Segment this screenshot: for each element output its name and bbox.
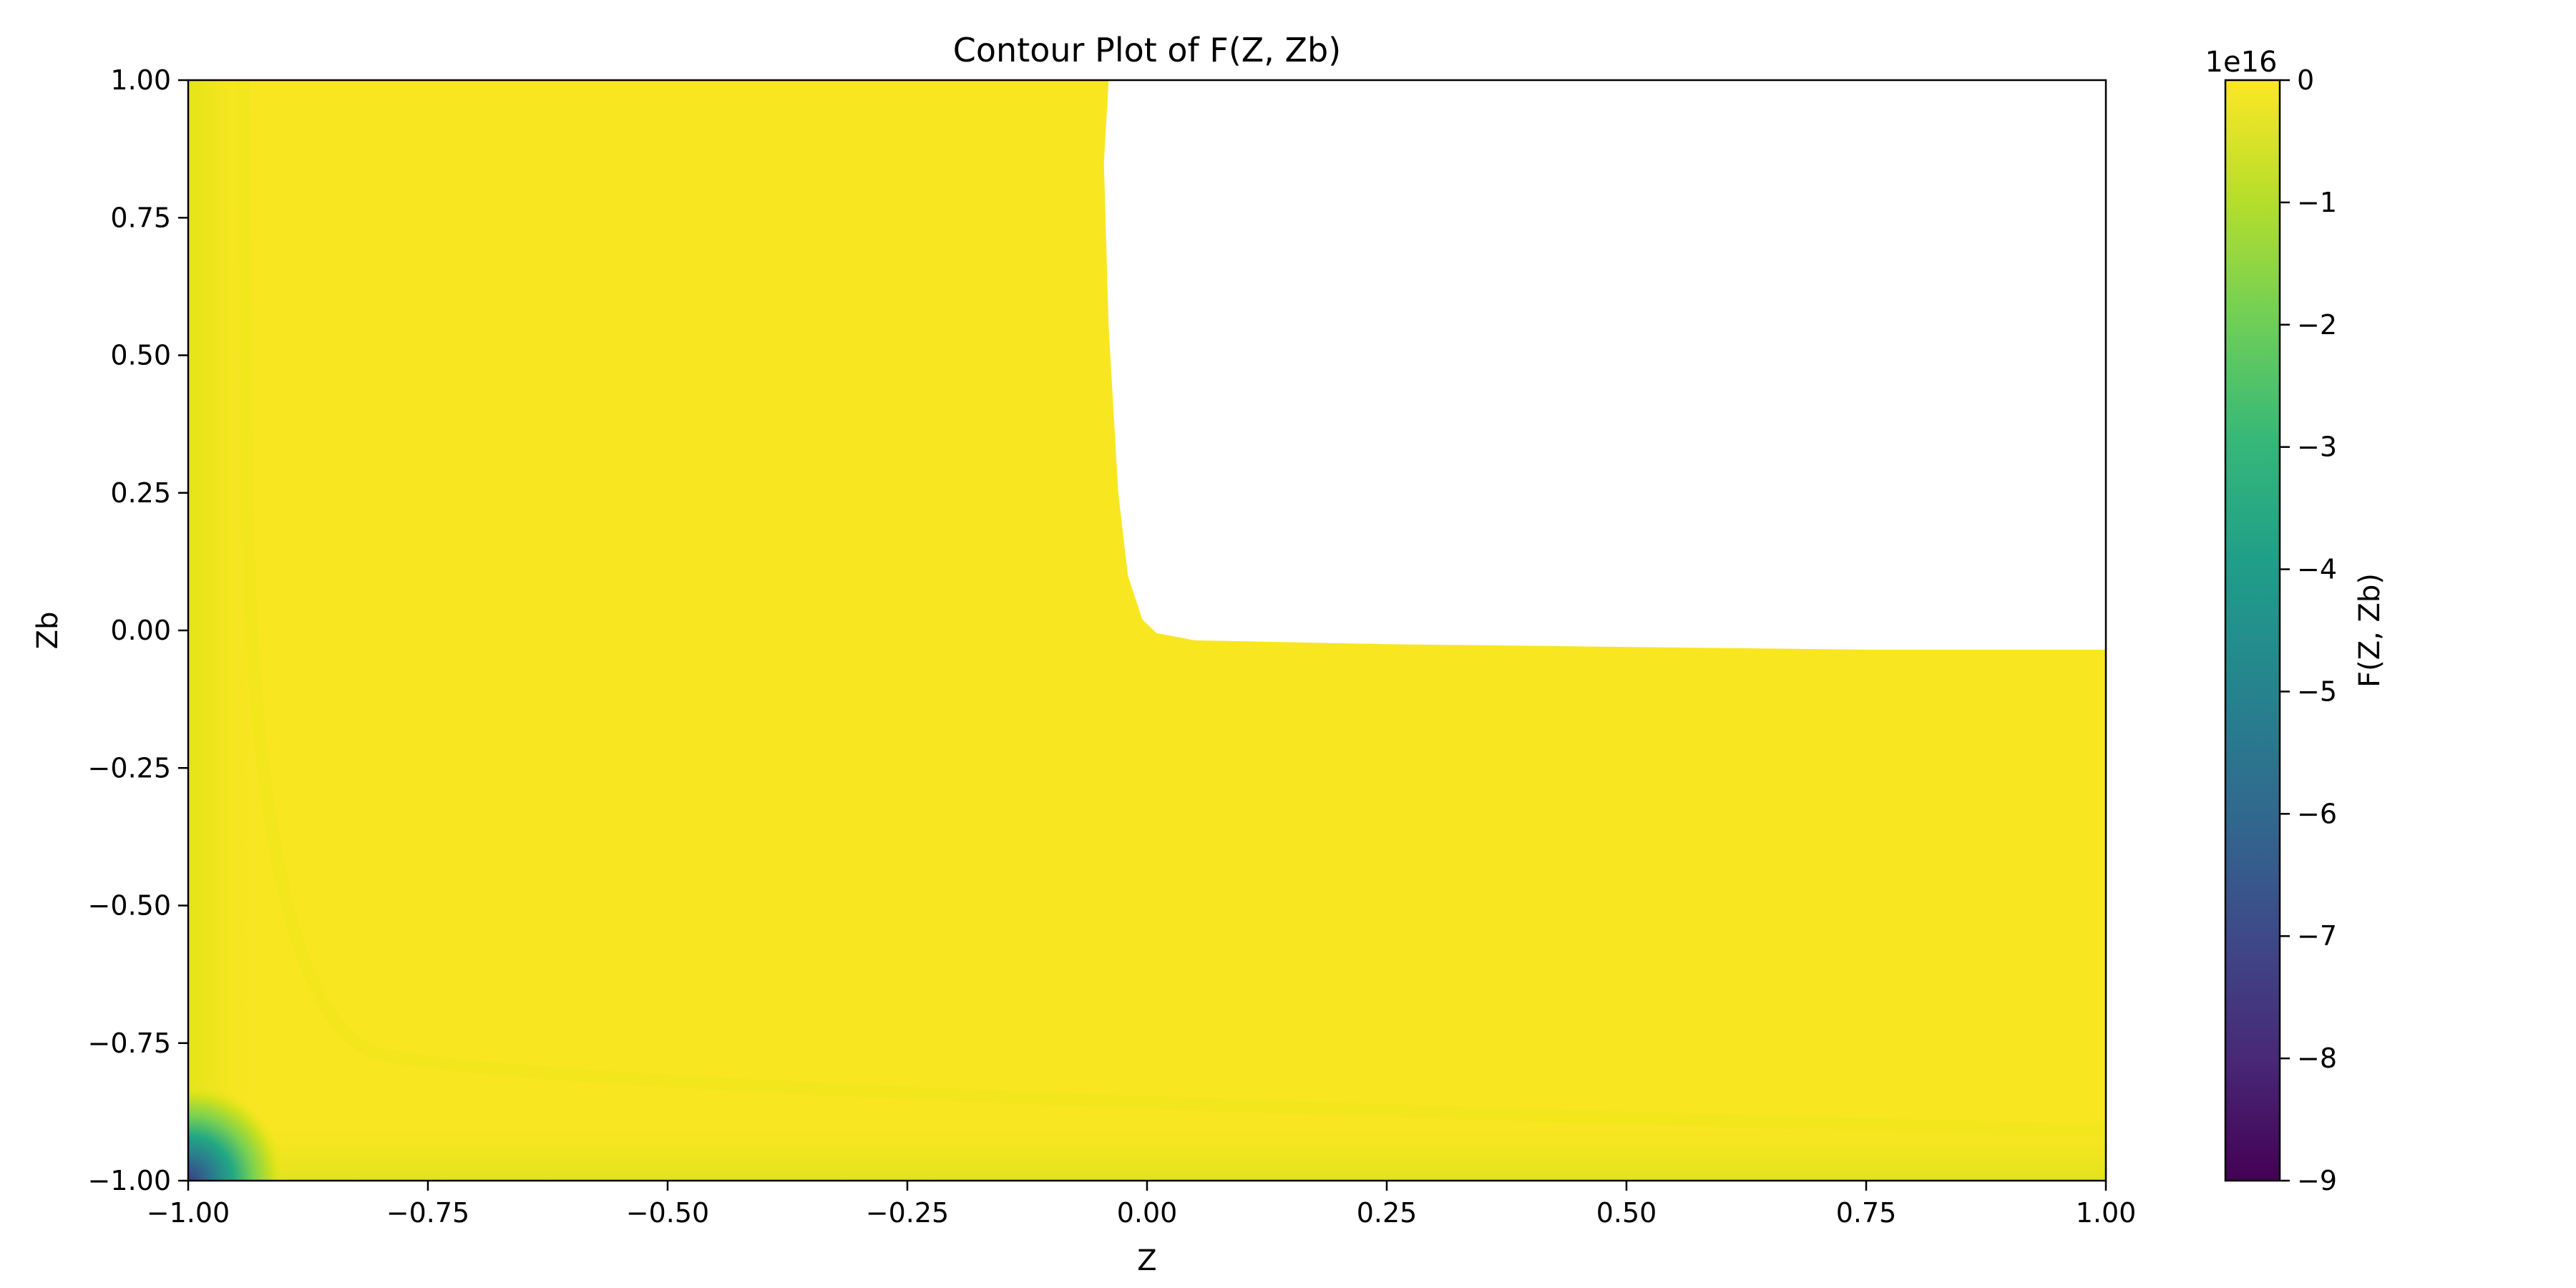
- colorbar-label: F(Z, Zb): [2353, 573, 2386, 688]
- contour-inner-level: [237, 80, 2106, 1137]
- y-axis-ticks: −1.00 −0.75 −0.50 −0.25 0.00 0.25 0.50 0.75 1.00: [88, 64, 188, 1196]
- colorbar-tick-label: −9: [2297, 1165, 2337, 1196]
- chart-title: Contour Plot of F(Z, Zb): [953, 31, 1341, 69]
- y-tick-label: 0.50: [110, 340, 171, 371]
- colorbar: −9 −8 −7 −6 −5 −4 −3 −2 −1 0 1e16 F(Z, Zb): [2205, 46, 2386, 1196]
- colorbar-tick-label: −7: [2297, 920, 2337, 952]
- colorbar-ticks: −9 −8 −7 −6 −5 −4 −3 −2 −1 0: [2280, 64, 2337, 1196]
- colorbar-tick-label: −8: [2297, 1043, 2337, 1074]
- x-tick-label: −1.00: [147, 1197, 230, 1229]
- colorbar-tick-label: −3: [2297, 431, 2337, 463]
- x-tick-label: −0.50: [626, 1197, 709, 1229]
- y-tick-label: −0.75: [88, 1028, 171, 1059]
- x-tick-label: −0.75: [386, 1197, 469, 1229]
- plot-area: [188, 80, 2106, 1181]
- x-tick-label: 0.25: [1357, 1197, 1418, 1229]
- y-tick-label: 0.25: [110, 477, 171, 509]
- colorbar-frame: [2224, 79, 2281, 1182]
- x-axis-label: Z: [1137, 1244, 1156, 1277]
- x-tick-label: 0.75: [1836, 1197, 1897, 1229]
- contour-min-corner: [188, 980, 403, 1181]
- x-axis-ticks: −1.00 −0.75 −0.50 −0.25 0.00 0.25 0.50 0.75 1.00: [147, 1181, 2137, 1229]
- y-tick-label: 1.00: [110, 64, 171, 96]
- x-tick-label: 1.00: [2076, 1197, 2137, 1229]
- colorbar-tick-label: −2: [2297, 309, 2337, 341]
- colorbar-offset-text: 1e16: [2205, 46, 2278, 79]
- y-tick-label: 0.75: [110, 202, 171, 233]
- colorbar-tick-label: −5: [2297, 675, 2337, 707]
- colorbar-tick-label: −1: [2297, 187, 2337, 218]
- x-tick-label: −0.25: [866, 1197, 949, 1229]
- y-axis-label: Zb: [31, 612, 64, 650]
- colorbar-gradient: [2225, 80, 2280, 1181]
- y-tick-label: −0.25: [88, 752, 171, 784]
- x-tick-label: 0.00: [1117, 1197, 1178, 1229]
- colorbar-tick-label: −6: [2297, 798, 2337, 829]
- colorbar-tick-label: 0: [2297, 64, 2314, 96]
- undefined-region: [1103, 80, 2106, 650]
- colorbar-tick-label: −4: [2297, 554, 2337, 585]
- y-tick-label: −0.50: [88, 890, 171, 922]
- x-tick-label: 0.50: [1596, 1197, 1657, 1229]
- y-tick-label: −1.00: [88, 1165, 171, 1196]
- y-tick-label: 0.00: [110, 615, 171, 646]
